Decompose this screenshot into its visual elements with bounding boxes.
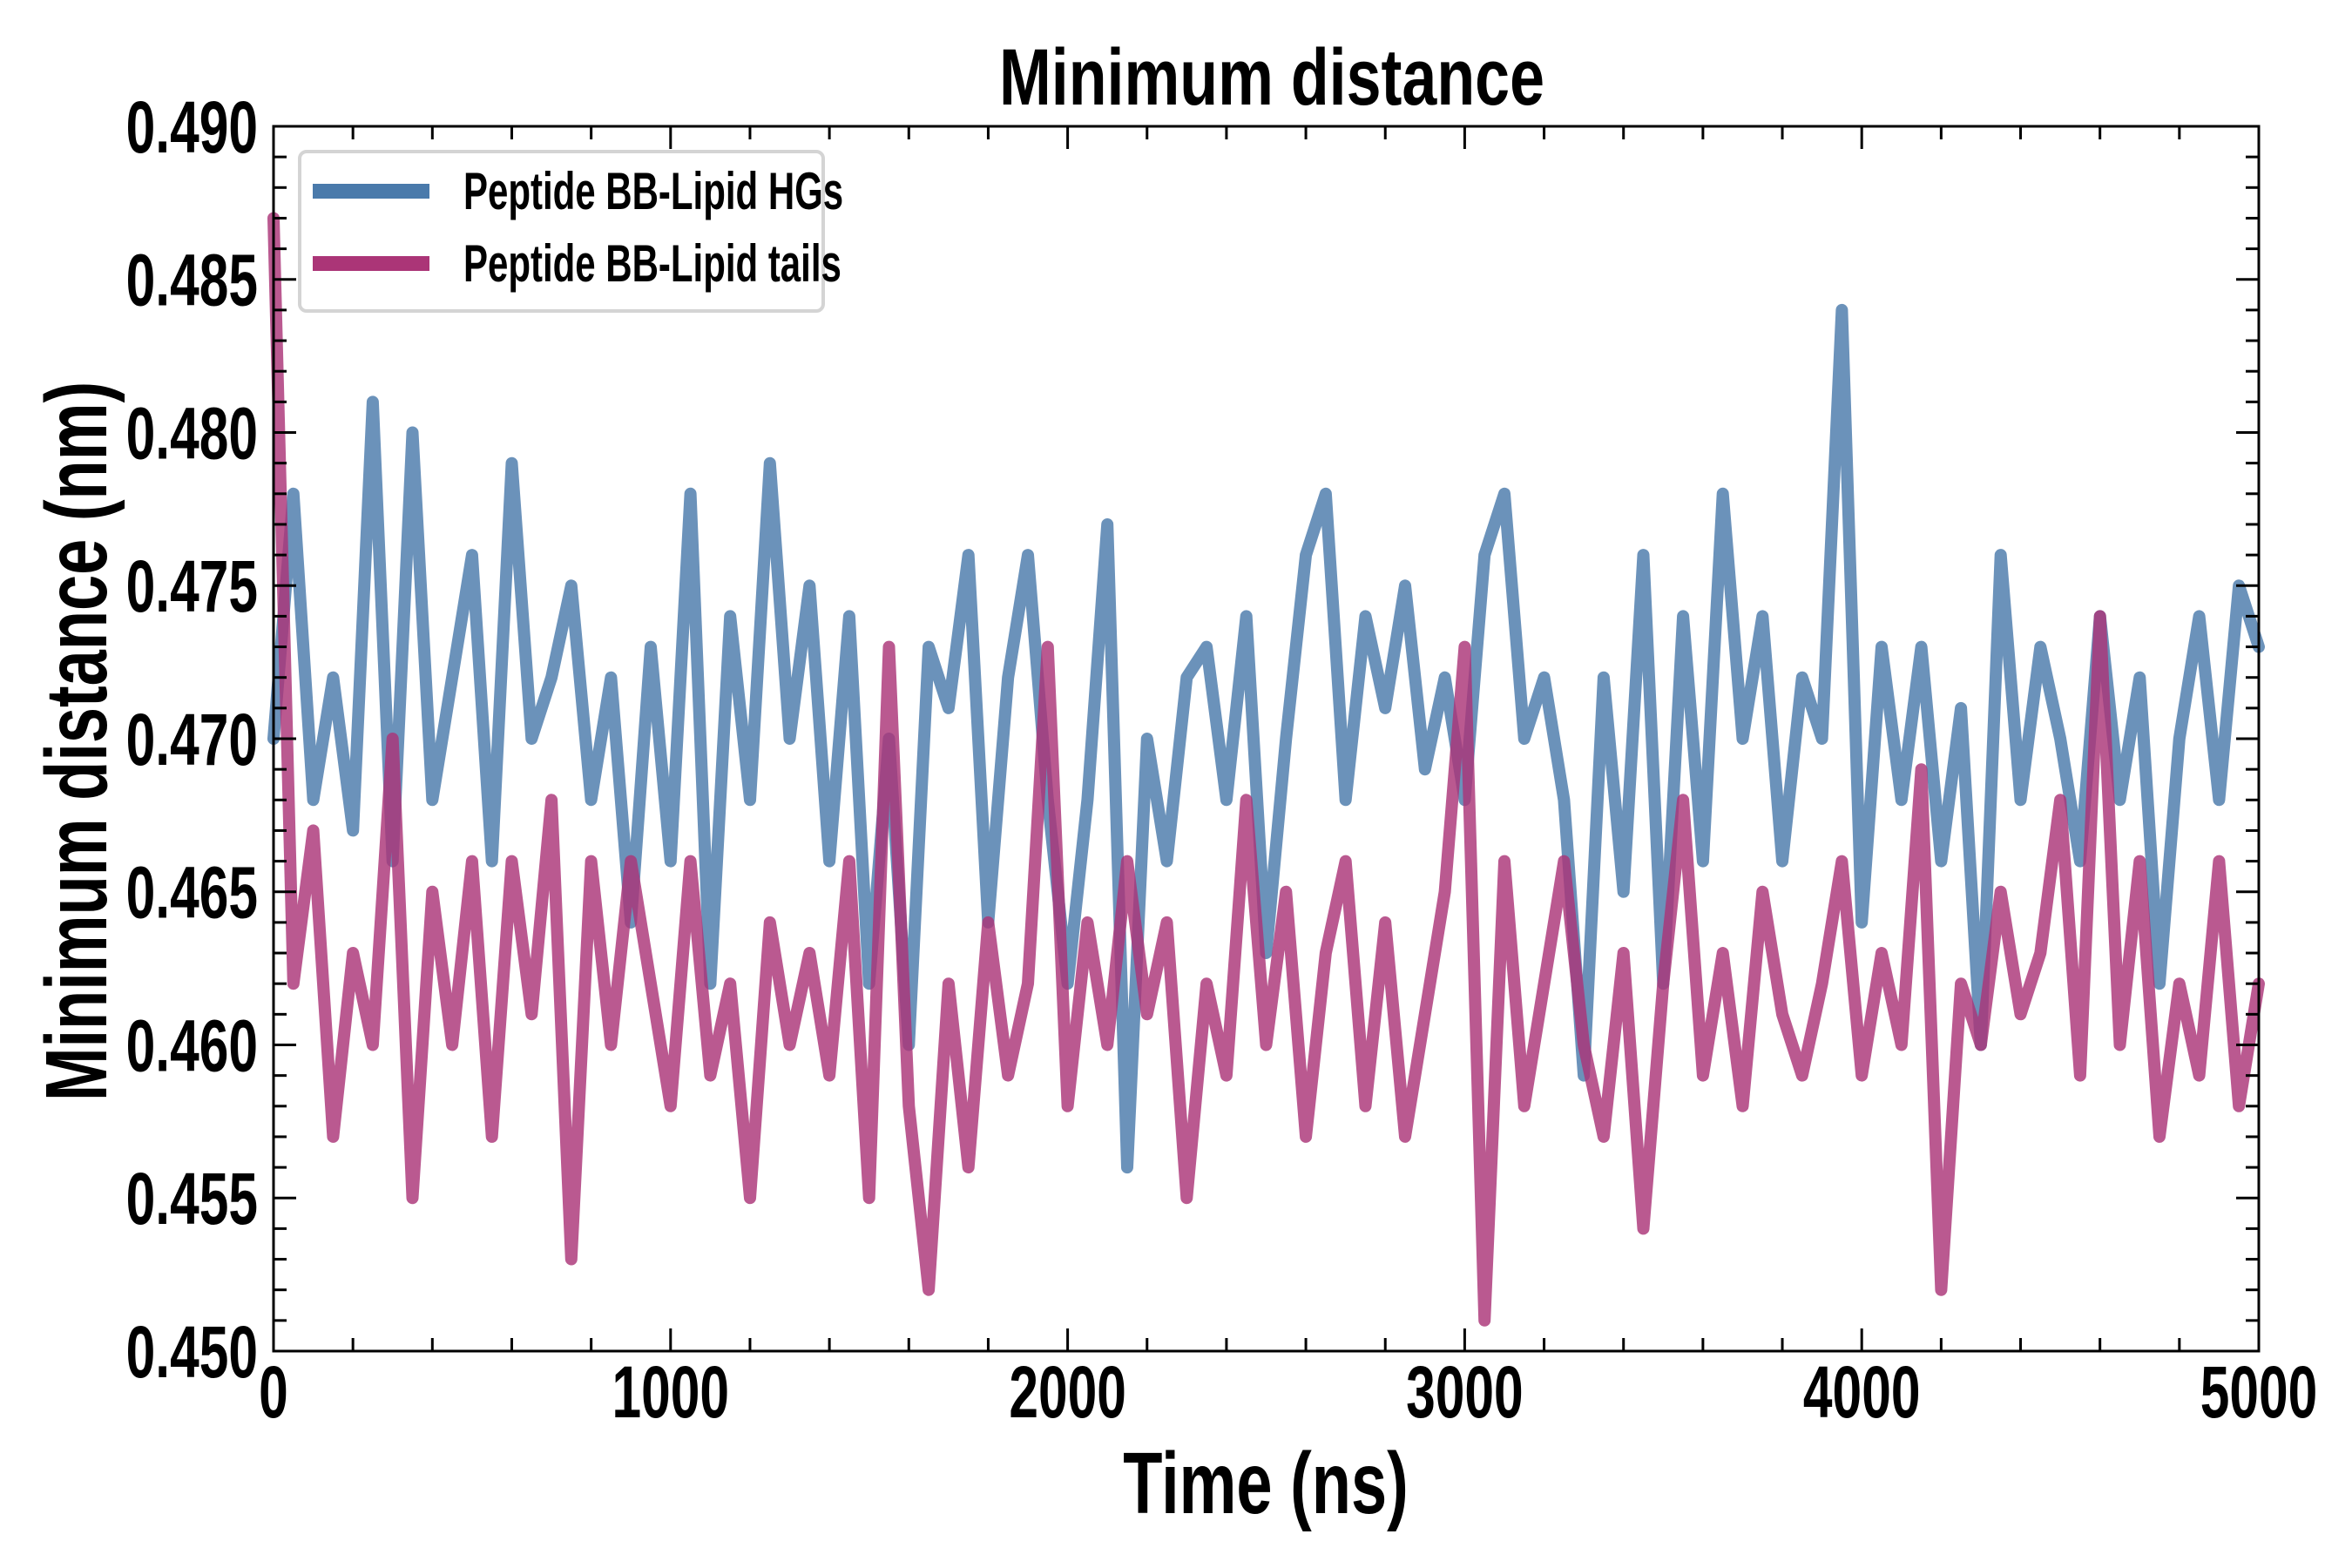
y-axis-label: Minimum distance (nm) [27,382,125,1101]
legend-box [298,150,825,313]
x-tick-label: 5000 [2200,1351,2318,1433]
tick-labels: 0 1000 2000 3000 4000 5000 0.450 0.455 0.460 0.46… [126,86,2318,1433]
x-tick-label: 4000 [1803,1351,1921,1433]
series-line-tails [267,212,2265,1327]
y-tick-label: 0.450 [126,1311,258,1393]
x-tick-label: 0 [259,1351,288,1433]
legend: Peptide BB-Lipid HGs Peptide BB-Lipid ta… [298,150,843,313]
chart-title: Minimum distance [999,32,1544,122]
y-tick-label: 0.455 [126,1159,258,1240]
y-tick-label: 0.465 [126,852,258,934]
x-axis-label: Time (ns) [1123,1434,1409,1532]
plot-frame [272,125,2261,1353]
y-tick-label: 0.460 [126,1005,258,1087]
legend-swatch-tails [313,256,429,271]
series-line-hgs [267,303,2265,1174]
y-tick-label: 0.480 [126,393,258,475]
legend-label-tails: Peptide BB-Lipid tails [463,234,841,293]
x-tick-label: 1000 [612,1351,730,1433]
y-tick-label: 0.470 [126,699,258,781]
x-tick-label: 3000 [1406,1351,1524,1433]
y-tick-label: 0.475 [126,546,258,628]
x-tick-label: 2000 [1009,1351,1126,1433]
y-tick-label: 0.485 [126,240,258,321]
series-layer [267,212,2265,1327]
legend-label-hgs: Peptide BB-Lipid HGs [463,162,843,220]
legend-swatch-hgs [313,184,429,199]
ticks-layer [272,125,2261,1353]
y-tick-label: 0.490 [126,86,258,168]
